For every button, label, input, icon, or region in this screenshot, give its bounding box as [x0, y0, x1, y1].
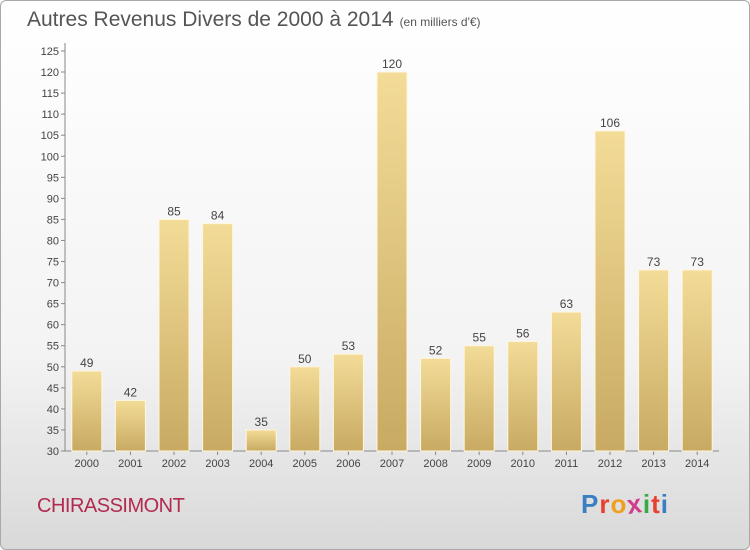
y-tick-label: 30 [47, 446, 59, 458]
y-tick-label: 65 [47, 299, 59, 311]
y-tick-label: 55 [47, 341, 59, 353]
bar [463, 345, 495, 452]
data-label: 50 [298, 352, 312, 366]
bar [594, 130, 626, 452]
y-tick-label: 120 [41, 67, 59, 79]
data-label: 55 [473, 331, 487, 345]
bar [158, 218, 190, 452]
y-tick-label: 110 [41, 109, 59, 121]
bar [245, 429, 277, 452]
data-labels: 49 42 85 84 35 50 53 120 52 55 56 63 106 73 73 [80, 57, 704, 429]
logo-letter: i [660, 489, 669, 519]
data-label: 85 [167, 204, 181, 218]
bar [550, 311, 582, 452]
x-tick-label: 2014 [685, 458, 709, 470]
chart-title: Autres Revenus Divers de 2000 à 2014 [27, 8, 394, 31]
x-tick-label: 2006 [336, 458, 360, 470]
bar [202, 223, 234, 452]
x-tick-label: 2010 [511, 458, 535, 470]
data-label: 52 [429, 343, 443, 357]
bar [376, 71, 408, 452]
data-label: 73 [647, 255, 661, 269]
bar [71, 370, 103, 452]
y-tick-label: 105 [41, 130, 59, 142]
logo-letter: P [581, 489, 600, 519]
y-tick-label: 75 [47, 257, 59, 269]
y-tick-label: 50 [47, 362, 59, 374]
y-tick-label: 80 [47, 235, 59, 247]
data-label: 53 [342, 339, 356, 353]
logo-letter: i [642, 489, 652, 519]
logo-letter: r [599, 489, 611, 519]
data-label: 49 [80, 356, 94, 370]
y-tick-label: 115 [41, 88, 59, 100]
title-row: Autres Revenus Divers de 2000 à 2014 (en … [27, 8, 481, 32]
bar [507, 341, 539, 452]
bars [71, 71, 713, 452]
logo-letter: t [651, 489, 661, 519]
x-tick-label: 2004 [249, 458, 273, 470]
x-tick-label: 2009 [467, 458, 491, 470]
logo-letter: o [610, 489, 628, 519]
y-tick-label: 90 [47, 193, 59, 205]
bar [420, 357, 452, 452]
y-tick-label: 60 [47, 320, 59, 332]
y-tick-label: 70 [47, 278, 59, 290]
bar [681, 269, 713, 452]
town-name: CHIRASSIMONT [37, 495, 185, 517]
data-label: 120 [382, 57, 402, 71]
x-tick-label: 2013 [641, 458, 665, 470]
y-tick-label: 95 [47, 172, 59, 184]
x-tick-label: 2008 [423, 458, 447, 470]
bar [289, 366, 321, 452]
x-tick-label: 2000 [75, 458, 99, 470]
y-tick-label: 100 [41, 151, 59, 163]
data-label: 106 [600, 116, 620, 130]
x-tick-label: 2007 [380, 458, 404, 470]
y-tick-label: 45 [47, 383, 59, 395]
y-tick-label: 125 [41, 46, 59, 58]
y-tick-label: 40 [47, 404, 59, 416]
bar [332, 353, 364, 452]
data-label: 35 [255, 415, 269, 429]
data-label: 56 [516, 327, 530, 341]
data-label: 42 [124, 385, 138, 399]
data-label: 73 [691, 255, 705, 269]
data-label: 63 [560, 297, 574, 311]
x-tick-label: 2005 [293, 458, 317, 470]
y-tick-label: 85 [47, 214, 59, 226]
y-tick-label: 35 [47, 425, 59, 437]
x-tick-label: 2002 [162, 458, 186, 470]
bar [638, 269, 670, 452]
bar [114, 399, 146, 452]
x-tick-label: 2012 [598, 458, 622, 470]
x-tick-label: 2003 [205, 458, 229, 470]
x-tick-label: 2011 [555, 458, 579, 470]
chart-subtitle: (en milliers d'€) [399, 15, 481, 29]
x-tick-label: 2001 [118, 458, 142, 470]
proxiti-logo: Proxiti [581, 488, 669, 520]
data-label: 84 [211, 209, 225, 223]
